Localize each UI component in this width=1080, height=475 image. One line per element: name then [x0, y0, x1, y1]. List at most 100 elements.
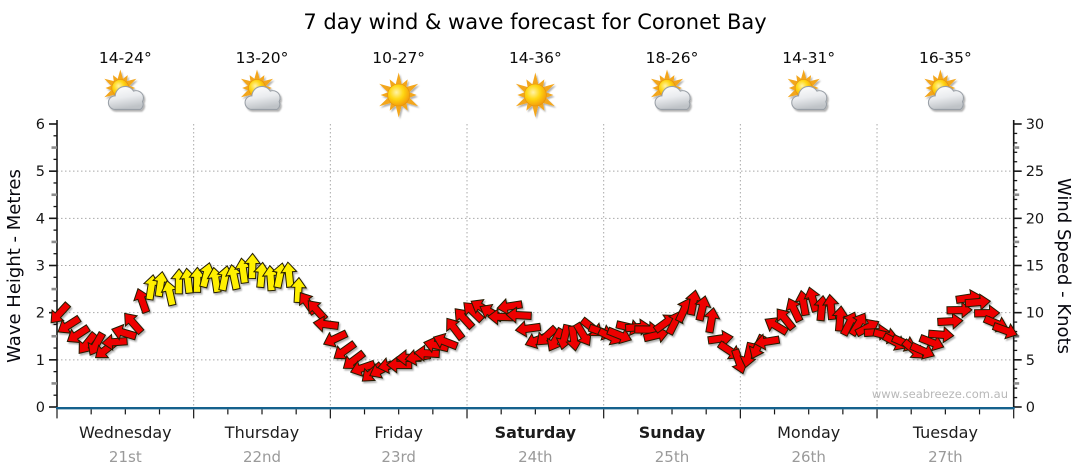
left-axis: 0 1 2 3 4 5 6	[36, 117, 58, 416]
day-date-label: 25th	[655, 448, 689, 466]
left-axis-title: Wave Height - Metres	[4, 169, 25, 363]
sun-ray	[517, 91, 527, 99]
sun-ray	[663, 69, 671, 82]
right-axis-tick-label: 30	[1026, 117, 1044, 133]
left-axis-tick-label: 0	[36, 400, 45, 416]
day-name-label: Tuesday	[912, 423, 978, 442]
wind-arrow	[349, 359, 377, 377]
sun-ray	[395, 104, 403, 118]
temp-range-label: 10-27°	[372, 49, 425, 67]
wind-arrow	[307, 300, 329, 323]
wind-arrow	[243, 252, 262, 279]
wind-arrow	[446, 317, 466, 342]
day-date-label: 26th	[791, 448, 825, 466]
weather-icon-partly-cloudy	[104, 69, 144, 110]
day-date-label: 22nd	[243, 448, 281, 466]
day-date-label: 24th	[518, 448, 552, 466]
weather-icon-partly-cloudy	[924, 69, 964, 110]
wind-arrow	[101, 333, 128, 352]
sun-ray	[544, 91, 554, 99]
wind-arrow	[312, 315, 340, 333]
gridlines	[57, 124, 1014, 407]
temp-range-label: 18-26°	[646, 49, 699, 67]
page-title: 7 day wind & wave forecast for Coronet B…	[303, 10, 766, 34]
left-axis-tick-label: 2	[36, 306, 45, 322]
wind-arrow	[432, 332, 459, 351]
wind-arrow	[413, 344, 440, 363]
right-axis-tick-label: 15	[1026, 259, 1044, 275]
wind-arrow	[776, 308, 797, 332]
wind-arrow	[50, 301, 72, 324]
wind-arrow-series	[50, 252, 1018, 382]
temp-range-label: 14-31°	[782, 49, 835, 67]
wind-arrow	[124, 312, 145, 336]
wind-arrow	[514, 320, 542, 338]
temp-range-label: 16-35°	[919, 49, 972, 67]
wind-arrow	[703, 306, 721, 334]
sun-disc	[524, 83, 547, 107]
left-axis-tick-label: 1	[36, 353, 45, 369]
wind-arrow	[694, 295, 712, 322]
left-axis-tick-label: 4	[36, 211, 45, 227]
left-axis-tick-label: 5	[36, 164, 45, 180]
sun-ray	[936, 69, 944, 82]
wind-arrow	[572, 321, 592, 347]
weather-icon-partly-cloudy	[650, 69, 691, 110]
day-name-label: Sunday	[639, 423, 706, 442]
wind-arrow	[111, 323, 138, 341]
day-name-label: Saturday	[495, 423, 577, 442]
right-axis-tick-label: 5	[1026, 353, 1035, 369]
cloud-icon	[791, 85, 828, 110]
right-axis-title: Wind Speed - Knots	[1053, 178, 1074, 354]
sun-ray	[531, 104, 539, 118]
right-axis-tick-label: 10	[1026, 306, 1044, 322]
wind-arrow	[289, 276, 308, 304]
sun-ray	[531, 72, 539, 86]
day-date-label: 23rd	[381, 448, 416, 466]
day-name-label: Wednesday	[79, 423, 172, 442]
bottom-axis	[56, 407, 1015, 419]
sun-ray	[380, 91, 390, 99]
day-date-label: 21st	[109, 448, 142, 466]
left-axis-tick-label: 3	[36, 259, 45, 275]
temp-range-label: 14-24°	[99, 49, 152, 67]
cloud-icon	[654, 85, 691, 110]
wind-arrow	[322, 329, 349, 348]
wind-arrow	[991, 322, 1018, 340]
wind-arrow	[964, 293, 992, 311]
right-axis-tick-label: 20	[1026, 211, 1044, 227]
day-name-label: Thursday	[224, 423, 299, 442]
weather-icon-sunny	[515, 72, 555, 118]
sun-disc	[387, 83, 410, 107]
temp-range-label: 14-36°	[509, 49, 562, 67]
wind-arrow	[937, 312, 964, 330]
wind-arrow	[753, 333, 781, 351]
right-axis-tick-label: 0	[1026, 400, 1035, 416]
cloud-icon	[107, 85, 144, 110]
day-name-label: Monday	[777, 423, 840, 442]
wind-arrow	[927, 326, 955, 344]
day-headers: 14-24° Wednesday 21st 13-20° Thursday 22nd 10-…	[79, 49, 978, 466]
sun-ray	[395, 72, 403, 86]
weather-icon-partly-cloudy	[240, 69, 281, 110]
temp-range-label: 13-20°	[236, 49, 289, 67]
right-axis: 0 5 10 15 20 25 30	[1012, 117, 1044, 416]
left-axis-tick-label: 6	[36, 117, 45, 133]
wind-arrow	[505, 306, 532, 324]
day-date-label: 27th	[928, 448, 962, 466]
weather-icon-sunny	[379, 72, 419, 118]
cloud-icon	[244, 85, 281, 110]
cloud-icon	[927, 85, 964, 110]
weather-icon-partly-cloudy	[787, 69, 828, 110]
day-name-label: Friday	[374, 423, 423, 442]
right-axis-tick-label: 25	[1026, 164, 1044, 180]
sun-ray	[407, 91, 417, 99]
sun-ray	[116, 69, 124, 82]
sun-ray	[800, 69, 808, 82]
sun-icon	[379, 72, 419, 118]
wind-arrow	[803, 286, 821, 313]
watermark: www.seabreeze.com.au	[872, 387, 1008, 401]
sun-ray	[253, 69, 261, 82]
